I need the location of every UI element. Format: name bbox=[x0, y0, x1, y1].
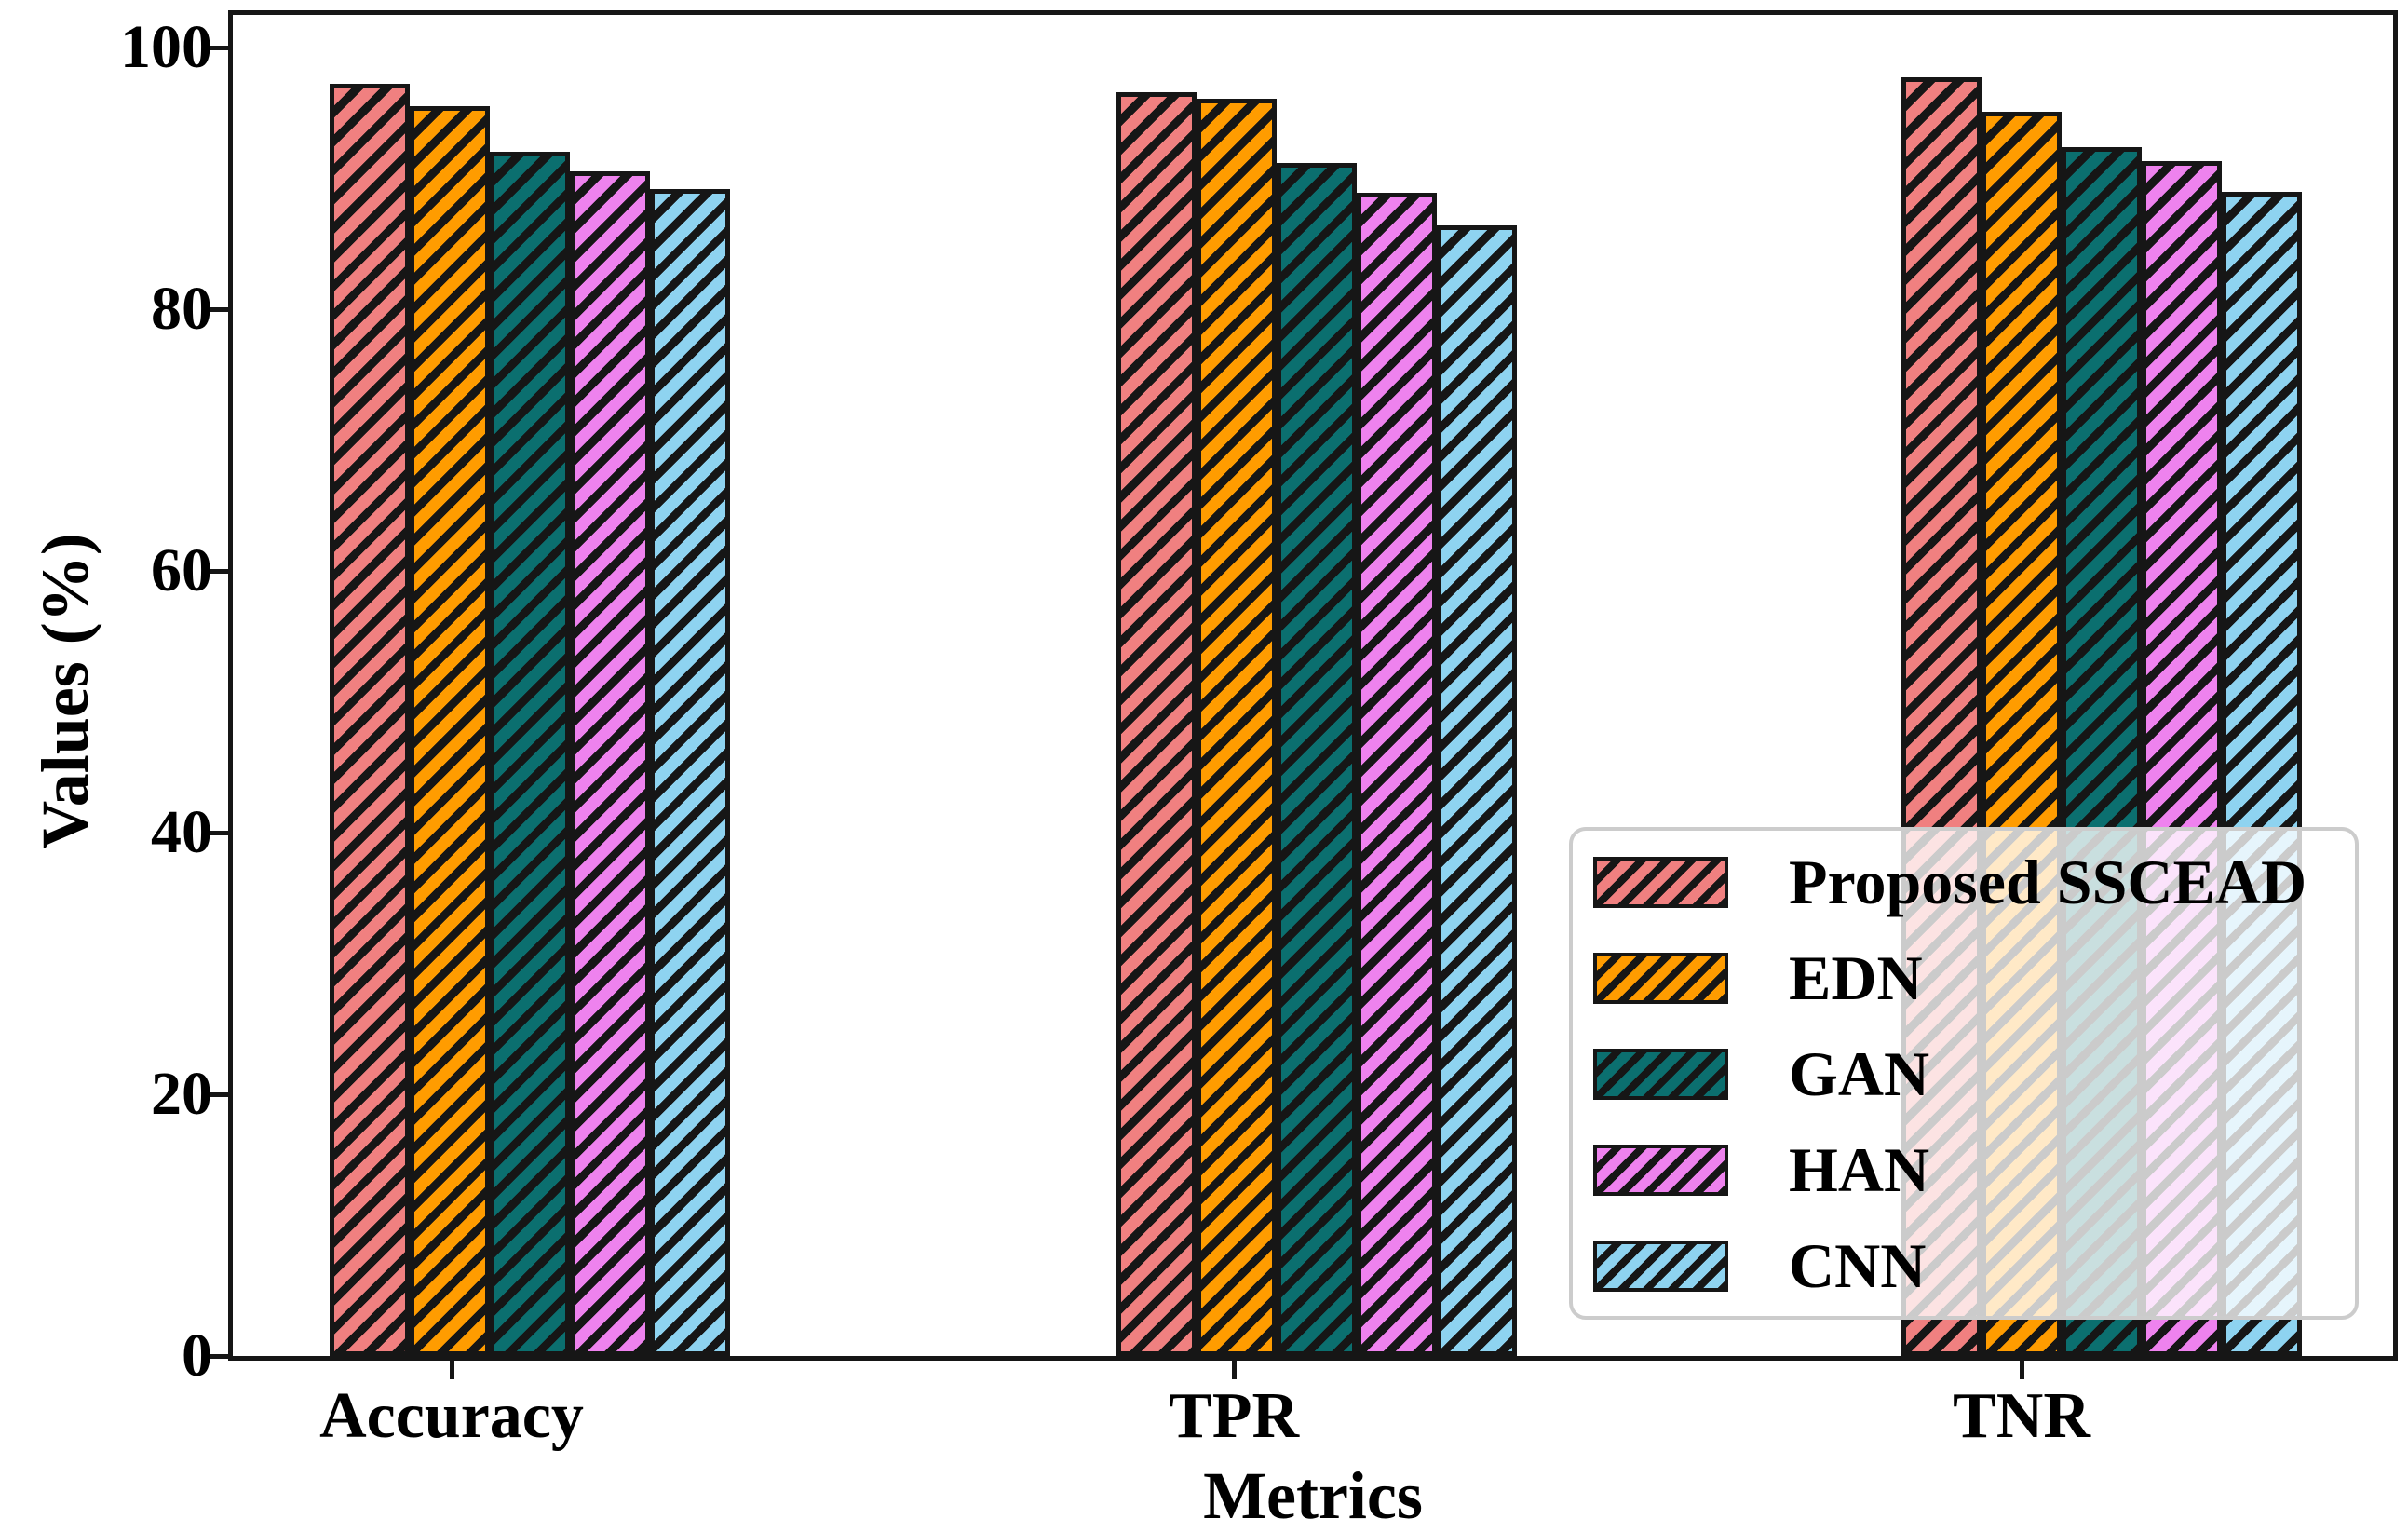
bar-accuracy-gan bbox=[490, 152, 570, 1356]
bar-tpr-edn bbox=[1197, 99, 1277, 1356]
x-tick-label-accuracy: Accuracy bbox=[319, 1380, 584, 1452]
y-tick-mark-60 bbox=[210, 569, 231, 574]
bar-accuracy-proposed-sscead bbox=[330, 84, 410, 1356]
x-tick-mark-accuracy bbox=[450, 1361, 454, 1379]
y-tick-label-100: 100 bbox=[120, 13, 212, 81]
y-tick-mark-20 bbox=[210, 1092, 231, 1097]
y-tick-label-0: 0 bbox=[182, 1322, 212, 1390]
legend-label-proposed-sscead: Proposed SSCEAD bbox=[1789, 847, 2307, 917]
y-tick-mark-80 bbox=[210, 307, 231, 312]
bar-tpr-han bbox=[1357, 193, 1437, 1356]
legend-swatch-proposed-sscead bbox=[1593, 857, 1728, 908]
x-tick-label-tnr: TNR bbox=[1953, 1380, 2090, 1452]
legend-swatch-gan bbox=[1593, 1049, 1728, 1100]
x-tick-mark-tpr bbox=[1232, 1361, 1237, 1379]
bar-accuracy-edn bbox=[410, 106, 490, 1356]
y-tick-mark-40 bbox=[210, 831, 231, 835]
x-tick-label-tpr: TPR bbox=[1169, 1380, 1299, 1452]
y-tick-label-40: 40 bbox=[151, 798, 212, 866]
legend-label-gan: GAN bbox=[1789, 1038, 1930, 1109]
y-tick-mark-100 bbox=[210, 46, 231, 50]
legend-swatch-cnn bbox=[1593, 1241, 1728, 1292]
bar-tpr-proposed-sscead bbox=[1116, 92, 1197, 1356]
bar-tpr-gan bbox=[1277, 163, 1357, 1356]
legend-label-han: HAN bbox=[1789, 1134, 1930, 1205]
legend-label-edn: EDN bbox=[1789, 942, 1923, 1013]
bar-accuracy-han bbox=[570, 171, 650, 1356]
legend-swatch-edn bbox=[1593, 953, 1728, 1004]
y-tick-mark-0 bbox=[210, 1354, 231, 1359]
y-tick-label-80: 80 bbox=[151, 275, 212, 343]
legend: Proposed SSCEAD EDN GAN HAN CNN bbox=[1569, 827, 2359, 1320]
x-axis-title: Metrics bbox=[1203, 1458, 1423, 1532]
legend-swatch-han bbox=[1593, 1145, 1728, 1196]
y-tick-label-20: 20 bbox=[151, 1060, 212, 1128]
y-axis-title: Values (%) bbox=[28, 533, 102, 849]
y-tick-label-60: 60 bbox=[151, 536, 212, 604]
bar-tpr-cnn bbox=[1437, 225, 1517, 1356]
bar-accuracy-cnn bbox=[650, 189, 730, 1356]
x-tick-mark-tnr bbox=[2020, 1361, 2024, 1379]
legend-label-cnn: CNN bbox=[1789, 1230, 1927, 1301]
